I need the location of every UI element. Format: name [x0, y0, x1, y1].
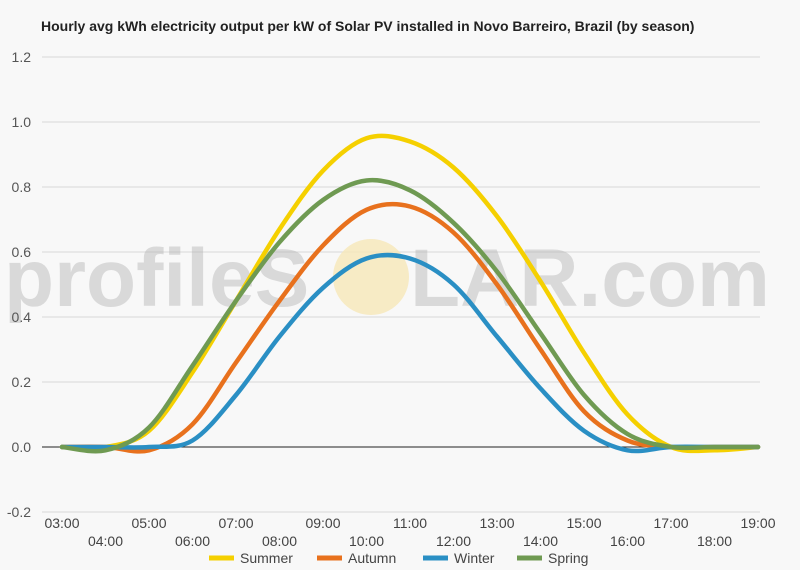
- x-tick-label: 19:00: [740, 515, 775, 531]
- x-tick-label: 08:00: [262, 533, 297, 549]
- y-tick-label: 0.0: [12, 439, 32, 455]
- series-line-summer: [59, 133, 761, 454]
- legend-label: Summer: [240, 550, 293, 566]
- x-tick-label: 15:00: [566, 515, 601, 531]
- series-line-spring: [59, 177, 761, 454]
- watermark-text-left: profileS: [4, 233, 309, 324]
- x-tick-label: 04:00: [88, 533, 123, 549]
- legend-label: Spring: [548, 550, 588, 566]
- x-tick-label: 11:00: [393, 515, 427, 531]
- watermark-text-right: LAR.com: [410, 233, 770, 324]
- y-tick-label: 0.2: [12, 374, 32, 390]
- y-tick-label: 1.0: [12, 114, 32, 130]
- watermark: profileS LAR.com: [4, 233, 770, 324]
- y-tick-label: 0.4: [12, 309, 32, 325]
- watermark-sun-icon: [333, 239, 409, 315]
- y-tick-label: 1.2: [12, 49, 32, 65]
- x-tick-label: 09:00: [305, 515, 340, 531]
- series-lines: [59, 133, 761, 454]
- series-line-winter: [59, 252, 761, 454]
- x-tick-label: 17:00: [653, 515, 688, 531]
- x-tick-label: 12:00: [436, 533, 471, 549]
- x-tick-label: 10:00: [349, 533, 384, 549]
- x-tick-label: 13:00: [479, 515, 514, 531]
- legend-label: Autumn: [348, 550, 396, 566]
- x-tick-label: 03:00: [44, 515, 79, 531]
- chart-title: Hourly avg kWh electricity output per kW…: [41, 18, 695, 34]
- y-tick-label: -0.2: [7, 504, 31, 520]
- legend-label: Winter: [454, 550, 495, 566]
- x-tick-label: 06:00: [175, 533, 210, 549]
- series-line-autumn: [59, 201, 761, 454]
- x-axis-ticks: 03:00 05:00 07:00 09:00 11:00 13:00 15:00 17:00…: [44, 515, 775, 549]
- y-axis-ticks: -0.2 0.0 0.2 0.4 0.6 0.8 1.0 1.2: [7, 49, 31, 520]
- x-tick-label: 07:00: [218, 515, 253, 531]
- x-tick-label: 18:00: [697, 533, 732, 549]
- x-tick-label: 14:00: [523, 533, 558, 549]
- x-tick-label: 16:00: [610, 533, 645, 549]
- y-tick-label: 0.6: [12, 244, 32, 260]
- y-tick-label: 0.8: [12, 179, 32, 195]
- legend: Summer Autumn Winter Spring: [209, 550, 588, 566]
- x-tick-label: 05:00: [131, 515, 166, 531]
